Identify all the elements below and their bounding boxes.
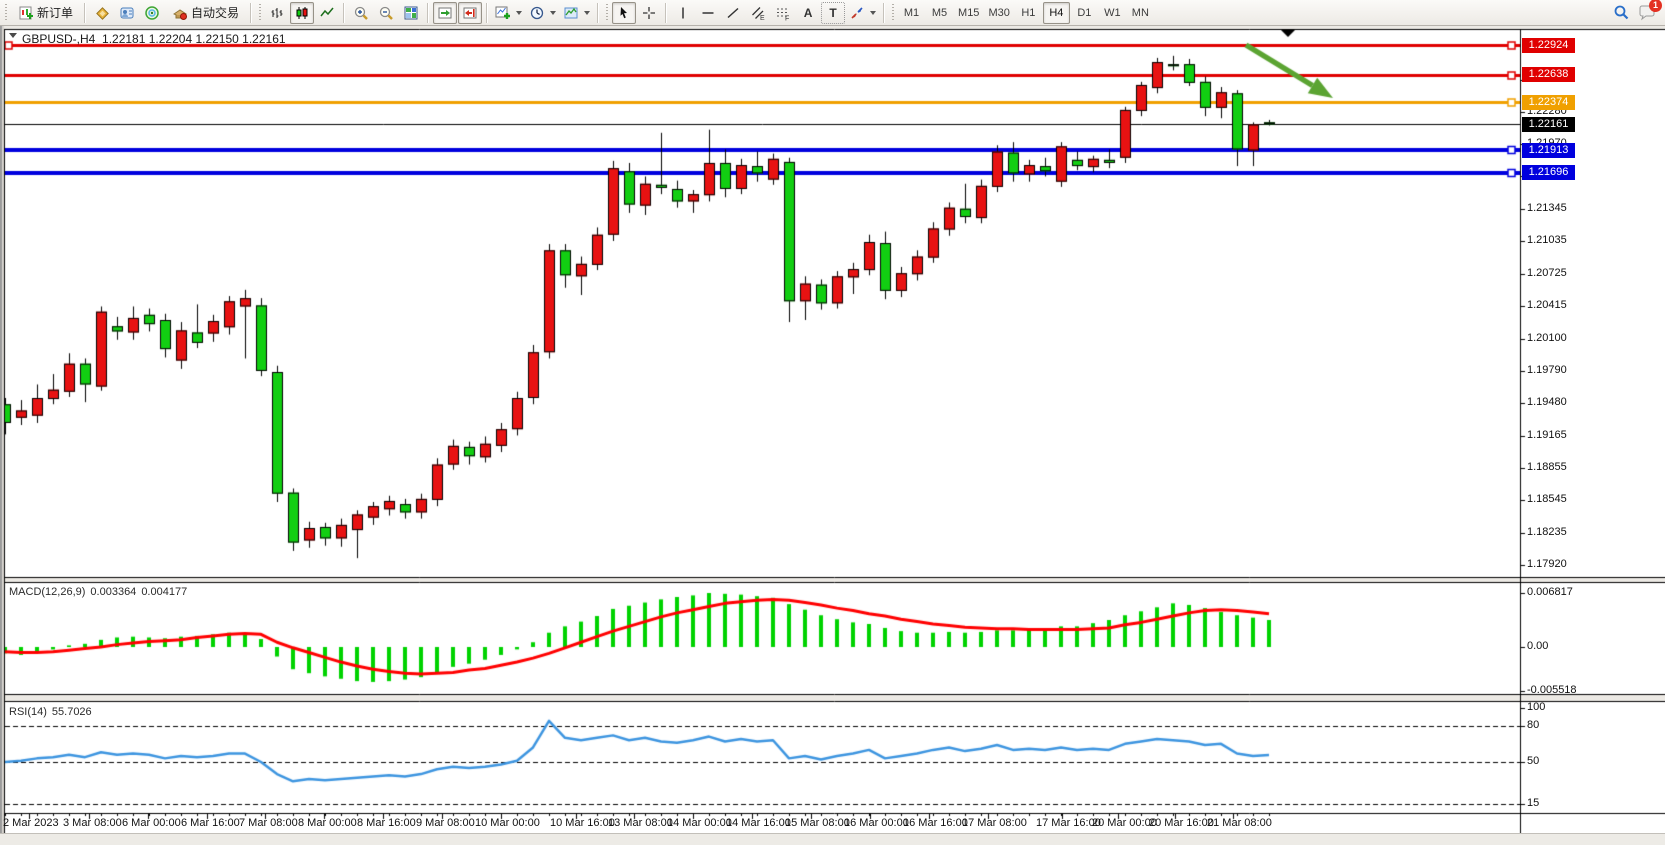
chart-candles-button[interactable] — [290, 1, 315, 24]
navigator-icon — [145, 5, 159, 20]
toolbar-drag-handle[interactable] — [891, 3, 896, 22]
chevron-down-icon — [870, 11, 877, 18]
separator — [486, 2, 489, 23]
text-label-tool-icon: T — [829, 5, 837, 20]
trendline-button[interactable] — [721, 2, 745, 24]
auto-trading-icon — [173, 8, 188, 20]
arrows-shapes-icon — [851, 6, 863, 19]
indicators-button[interactable] — [492, 2, 525, 24]
channel-button[interactable]: E — [746, 2, 770, 24]
horizontal-line-icon — [702, 11, 714, 14]
trendline-icon — [727, 7, 739, 18]
svg-text:E: E — [760, 15, 765, 21]
bar-chart-icon — [271, 7, 283, 18]
separator — [343, 2, 346, 23]
toolbar-right-group: 1 — [1609, 0, 1662, 24]
zoom-in-button[interactable] — [349, 2, 373, 24]
navigator-button[interactable] — [140, 2, 164, 24]
zoom-out-button[interactable] — [374, 2, 398, 24]
timeframe-mn-button[interactable]: MN — [1127, 2, 1154, 24]
timeframe-m1-button[interactable]: M1 — [898, 2, 925, 24]
new-order-icon — [19, 6, 33, 19]
chevron-down-icon — [550, 11, 557, 18]
vertical-line-button[interactable] — [671, 2, 695, 24]
timeframe-h1-button[interactable]: H1 — [1015, 2, 1042, 24]
chart-canvas[interactable] — [0, 26, 1665, 833]
toolbar-drag-handle[interactable] — [4, 3, 8, 22]
arrows-button[interactable] — [846, 2, 879, 24]
chart-template-icon — [564, 7, 578, 18]
zoom-in-icon — [354, 6, 368, 20]
cursor-arrow-icon — [620, 6, 628, 18]
timeframe-h4-button[interactable]: H4 — [1042, 1, 1070, 24]
fibonacci-button[interactable]: F — [771, 2, 795, 24]
market-watch-button[interactable] — [90, 2, 114, 24]
auto-scroll-icon — [438, 7, 452, 18]
chevron-down-icon — [516, 11, 523, 18]
timeframe-d1-button[interactable]: D1 — [1071, 2, 1098, 24]
candlestick-chart-icon — [296, 6, 308, 19]
templates-button[interactable] — [560, 2, 593, 24]
chart-shift-button[interactable] — [458, 1, 483, 24]
line-chart-icon — [320, 7, 334, 16]
horizontal-line-button[interactable] — [696, 2, 720, 24]
market-watch-icon — [96, 6, 109, 20]
crosshair-button[interactable] — [637, 2, 661, 24]
text-tool-icon: A — [803, 5, 813, 20]
tile-windows-icon — [404, 6, 418, 19]
text-label-button[interactable]: T — [821, 1, 846, 24]
timeframe-group: M1 M5 M15 M30 H1 H4 D1 W1 MN — [898, 1, 1154, 24]
separator — [665, 2, 668, 23]
toolbar: 新订单 自动交易 — [0, 0, 1665, 26]
separator — [597, 2, 600, 23]
toolbar-drag-handle[interactable] — [258, 3, 263, 22]
chart-bars-button[interactable] — [265, 2, 289, 24]
cursor-button[interactable] — [612, 1, 637, 24]
auto-trading-label: 自动交易 — [191, 6, 240, 20]
crosshair-icon — [643, 6, 656, 19]
chart-menu-icon[interactable] — [9, 33, 17, 42]
separator — [84, 2, 87, 23]
search-button[interactable] — [1609, 2, 1633, 24]
new-order-button[interactable]: 新订单 — [11, 2, 80, 24]
text-button[interactable]: A — [796, 2, 820, 24]
data-window-button[interactable] — [115, 2, 139, 24]
svg-text:F: F — [785, 15, 789, 21]
chevron-down-icon — [584, 11, 591, 18]
chart-line-button[interactable] — [315, 2, 339, 24]
data-window-icon — [120, 7, 134, 18]
fibonacci-icon: F — [777, 8, 789, 21]
add-indicator-icon — [495, 6, 511, 19]
auto-trading-button[interactable]: 自动交易 — [165, 2, 246, 24]
tile-windows-button[interactable] — [399, 2, 423, 24]
auto-scroll-button[interactable] — [433, 1, 458, 24]
timeframe-m30-button[interactable]: M30 — [984, 2, 1013, 24]
periods-button[interactable] — [526, 2, 559, 24]
separator — [427, 2, 430, 23]
notification-badge: 1 — [1649, 0, 1662, 12]
equidistant-channel-icon: E — [752, 6, 765, 21]
chart-shift-icon — [463, 7, 477, 18]
new-order-label: 新订单 — [37, 6, 74, 20]
status-bar — [0, 833, 1665, 845]
separator — [250, 2, 253, 23]
toolbar-drag-handle[interactable] — [605, 3, 610, 22]
timeframe-w1-button[interactable]: W1 — [1099, 2, 1126, 24]
vertical-line-icon — [682, 7, 684, 18]
timeframe-m5-button[interactable]: M5 — [926, 2, 953, 24]
zoom-out-icon — [379, 6, 393, 20]
chat-button[interactable]: 1 — [1635, 0, 1662, 24]
timeframe-m15-button[interactable]: M15 — [954, 2, 983, 24]
clock-icon — [530, 6, 544, 19]
search-icon — [1614, 5, 1628, 20]
separator — [883, 2, 886, 23]
